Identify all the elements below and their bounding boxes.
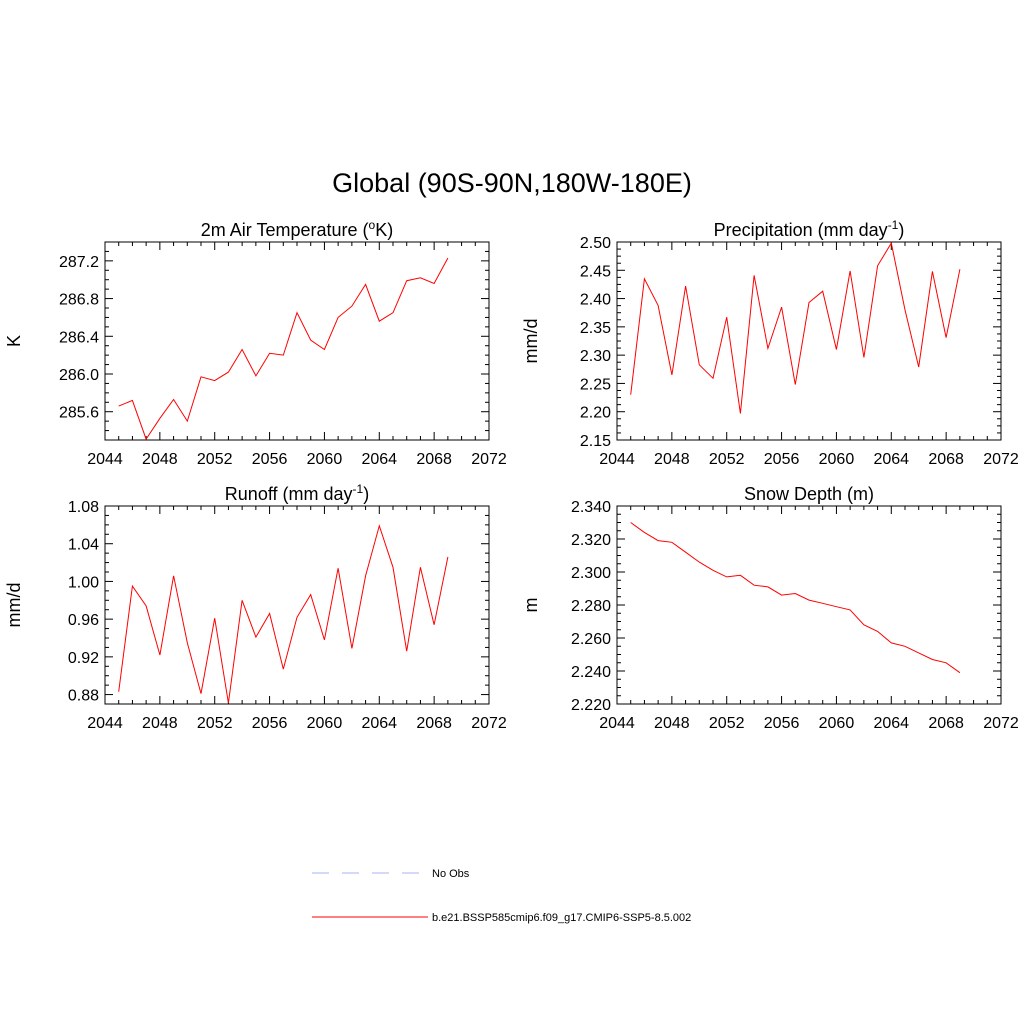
plot-frame (104, 505, 490, 705)
plot-frame (616, 241, 1002, 441)
y-tick-label: 0.92 (68, 650, 99, 667)
x-tick-label: 2068 (416, 715, 452, 732)
panel-title-runoff: Runoff (mm day-1) (105, 482, 489, 505)
series-line-precipitation (630, 241, 961, 414)
x-tick-label: 2044 (87, 451, 123, 468)
y-tick-label: 285.6 (59, 405, 99, 422)
x-tick-label: 2048 (142, 715, 178, 732)
x-tick-label: 2072 (983, 451, 1019, 468)
y-tick-label: 2.340 (571, 499, 611, 516)
x-tick-label: 2072 (471, 715, 507, 732)
y-tick-label: 1.08 (68, 499, 99, 516)
y-tick-label: 2.20 (580, 405, 611, 422)
chart-temperature: 2044 2048 2052 2056 2060 2064 2068 2072 285.6 286… (4, 241, 507, 468)
x-tick-label: 2056 (252, 451, 288, 468)
x-tick-label: 2044 (599, 451, 635, 468)
x-tick-label: 2056 (764, 451, 800, 468)
x-tick-label: 2044 (87, 715, 123, 732)
x-tick-label: 2064 (873, 451, 909, 468)
panel-title-runoff-main: Runoff (mm day (224, 484, 353, 504)
series-line-snow-depth (630, 522, 961, 674)
y-axis-label: mm/d (4, 583, 24, 628)
panel-title-precipitation: Precipitation (mm day-1) (617, 218, 1001, 241)
plot-frame (616, 505, 1002, 705)
x-tick-label: 2052 (709, 451, 745, 468)
x-tick-label: 2068 (928, 715, 964, 732)
x-tick-label: 2072 (471, 451, 507, 468)
x-tick-label: 2060 (819, 451, 855, 468)
x-tick-label: 2048 (654, 451, 690, 468)
series-line-runoff (118, 524, 449, 704)
plot-frame (104, 241, 490, 441)
x-tick-label: 2060 (307, 715, 343, 732)
x-tick-label: 2052 (197, 715, 233, 732)
y-tick-label: 2.25 (580, 376, 611, 393)
chart-runoff: 2044 2048 2052 2056 2060 2064 2068 2072 0.88 0.92… (4, 499, 507, 732)
y-tick-label: 2.15 (580, 433, 611, 450)
y-axis-label: mm/d (521, 319, 541, 364)
legend-label-obs: No Obs (432, 868, 470, 880)
y-tick-label: 2.35 (580, 320, 611, 337)
x-tick-label: 2060 (307, 451, 343, 468)
y-tick-label: 2.240 (571, 664, 611, 681)
panel-title-temperature-sup: o (368, 218, 376, 232)
x-tick-label: 2060 (819, 715, 855, 732)
y-axis-label: m (521, 598, 541, 613)
panel-title-runoff-sup: -1 (352, 482, 364, 496)
y-tick-label: 0.88 (68, 688, 99, 705)
y-tick-label: 287.2 (59, 254, 99, 271)
panel-title-precipitation-end: ) (898, 220, 905, 240)
y-tick-label: 2.280 (571, 598, 611, 615)
y-tick-label: 286.8 (59, 292, 99, 309)
y-tick-label: 2.220 (571, 697, 611, 714)
y-tick-label: 1.04 (68, 537, 99, 554)
y-tick-label: 286.0 (59, 367, 99, 384)
x-tick-label: 2056 (764, 715, 800, 732)
x-tick-label: 2068 (416, 451, 452, 468)
x-tick-label: 2052 (197, 451, 233, 468)
panel-title-precipitation-main: Precipitation (mm day (713, 220, 888, 240)
y-tick-label: 2.45 (580, 263, 611, 280)
x-tick-label: 2044 (599, 715, 635, 732)
y-tick-label: 2.300 (571, 565, 611, 582)
panel-title-runoff-end: ) (363, 484, 370, 504)
x-tick-label: 2064 (873, 715, 909, 732)
x-tick-label: 2064 (361, 715, 397, 732)
x-tick-label: 2072 (983, 715, 1019, 732)
y-tick-label: 0.96 (68, 612, 99, 629)
y-tick-label: 2.260 (571, 631, 611, 648)
y-tick-label: 2.320 (571, 532, 611, 549)
panel-title-precipitation-sup: -1 (887, 218, 899, 232)
legend-label-model: b.e21.BSSP585cmip6.f09_g17.CMIP6-SSP5-8.… (432, 912, 691, 924)
y-tick-label: 2.30 (580, 348, 611, 365)
x-tick-label: 2056 (252, 715, 288, 732)
panel-title-snow-depth: Snow Depth (m) (617, 482, 1001, 505)
page-title: Global (90S-90N,180W-180E) (332, 168, 692, 198)
y-tick-label: 2.50 (580, 235, 611, 252)
x-tick-label: 2048 (142, 451, 178, 468)
y-tick-label: 2.40 (580, 292, 611, 309)
panel-title-temperature: 2m Air Temperature (oK) (105, 218, 489, 241)
y-tick-label: 1.00 (68, 574, 99, 591)
x-tick-label: 2052 (709, 715, 745, 732)
chart-snow-depth: 2044 2048 2052 2056 2060 2064 2068 2072 2.220 2.2… (521, 499, 1019, 732)
y-axis-label: K (4, 335, 24, 347)
panel-title-snow-depth-main: Snow Depth (m) (743, 484, 875, 504)
legend: No Obs b.e21.BSSP585cmip6.f09_g17.CMIP6-S… (312, 868, 691, 924)
y-tick-label: 286.4 (59, 329, 99, 346)
panel-title-temperature-end: K) (375, 220, 394, 240)
panel-title-temperature-main: 2m Air Temperature ( (200, 220, 369, 240)
x-tick-label: 2048 (654, 715, 690, 732)
x-tick-label: 2068 (928, 451, 964, 468)
x-tick-label: 2064 (361, 451, 397, 468)
chart-precipitation: 2044 2048 2052 2056 2060 2064 2068 2072 2.15 2.20… (521, 235, 1019, 468)
series-line-temperature (118, 257, 449, 441)
